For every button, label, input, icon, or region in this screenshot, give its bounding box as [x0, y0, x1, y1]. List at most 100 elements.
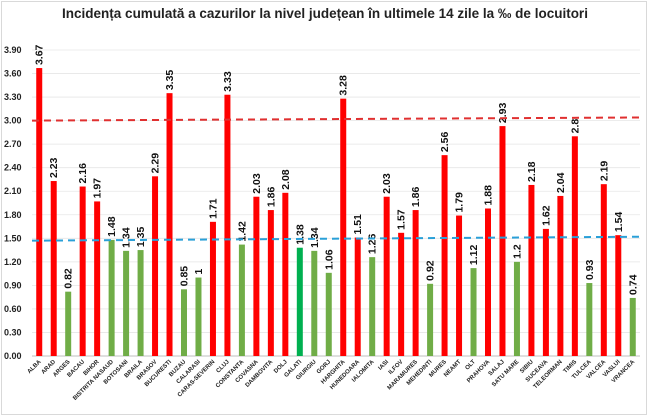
- data-label: 1.79: [454, 192, 466, 213]
- bar-olt: [470, 268, 477, 356]
- bar-galati: [296, 247, 303, 356]
- y-tick-label: 1.50: [4, 233, 22, 243]
- data-label: 1.71: [207, 198, 219, 219]
- data-label: 2.8: [569, 119, 581, 134]
- y-tick-label: 1.20: [4, 257, 22, 267]
- bar-botosani: [123, 250, 130, 356]
- bar-braila: [137, 250, 144, 356]
- y-tick-label: 0.00: [4, 351, 22, 361]
- data-label: 3.67: [34, 44, 46, 65]
- data-label: 1.26: [367, 234, 379, 255]
- bar-constanta: [238, 244, 245, 356]
- bar-tulcea: [586, 283, 593, 356]
- bar-brasov: [152, 176, 159, 356]
- data-label: 1.42: [236, 221, 248, 242]
- data-label: 1.88: [483, 185, 495, 206]
- bar-maramures: [412, 210, 419, 356]
- bar-mehedinti: [427, 283, 434, 356]
- bar-neamt: [456, 215, 463, 356]
- data-label: 2.04: [555, 172, 567, 193]
- bar-cluj: [224, 94, 231, 356]
- y-tick-label: 3.90: [4, 45, 22, 55]
- bar-caras-severin: [209, 221, 216, 356]
- y-tick-label: 2.10: [4, 186, 22, 196]
- bar-bihor: [94, 201, 101, 356]
- bar-teleorman: [557, 195, 564, 356]
- y-tick-label: 3.30: [4, 92, 22, 102]
- data-label: 2.16: [77, 163, 89, 184]
- data-label: 1.62: [540, 205, 552, 226]
- bar-ialomita: [369, 257, 376, 356]
- data-label: 2.29: [150, 153, 162, 174]
- data-label: 2.93: [497, 103, 509, 124]
- y-tick-label: 3.00: [4, 116, 22, 126]
- data-label: 2.18: [526, 161, 538, 182]
- bar-bistrita-nasaud: [108, 239, 115, 356]
- data-label: 1.38: [294, 224, 306, 245]
- data-label: 1.34: [309, 227, 321, 248]
- data-label: 1.51: [352, 214, 364, 235]
- data-label: 3.28: [338, 75, 350, 96]
- data-label: 1.34: [121, 227, 133, 248]
- data-label: 0.93: [584, 259, 596, 280]
- bar-bacau: [79, 186, 86, 356]
- bar-dolj: [282, 192, 289, 356]
- bar-vrancea: [629, 297, 636, 356]
- reference-line: [31, 235, 641, 242]
- bar-arges: [65, 291, 72, 356]
- bar-sibiu: [528, 184, 535, 356]
- data-label: 3.33: [222, 71, 234, 92]
- bar-covasna: [253, 196, 260, 356]
- data-label: 2.23: [48, 157, 60, 178]
- data-label: 3.35: [164, 70, 176, 91]
- bar-ilfov: [398, 232, 405, 356]
- bar-hunedoara: [354, 237, 361, 356]
- data-label: 2.03: [251, 173, 263, 194]
- bar-vaslui: [615, 235, 622, 356]
- data-label: 2.03: [381, 173, 393, 194]
- data-label: 1.12: [468, 245, 480, 266]
- data-label: 1.86: [265, 186, 277, 207]
- data-label: 1.06: [323, 249, 335, 270]
- data-label: 0.82: [63, 268, 75, 289]
- data-label: 2.56: [439, 132, 451, 153]
- data-label: 1.57: [396, 209, 408, 230]
- data-label: 1.48: [106, 216, 118, 237]
- chart-title: Incidența cumulată a cazurilor la nivel …: [62, 6, 588, 21]
- y-tick-label: 3.60: [4, 69, 22, 79]
- y-tick-label: 0.90: [4, 280, 22, 290]
- data-label: 1: [193, 269, 205, 275]
- bar-giurgiu: [311, 250, 318, 356]
- bar-suceava: [542, 228, 549, 356]
- bar-bucuresti: [166, 93, 173, 357]
- bar-dambovita: [267, 210, 274, 356]
- bar-mures: [441, 155, 448, 356]
- data-label: 1.86: [410, 186, 422, 207]
- y-tick-label: 1.80: [4, 210, 22, 220]
- bar-satu-mare: [513, 261, 520, 356]
- data-label: 1.97: [92, 178, 104, 199]
- bar-prahova: [485, 208, 491, 356]
- y-tick-label: 2.40: [4, 163, 22, 173]
- bar-salaj: [499, 126, 506, 356]
- bar-calarasi: [195, 277, 202, 356]
- data-label: 1.54: [613, 212, 625, 233]
- bar-buzau: [181, 289, 187, 356]
- data-label: 0.85: [179, 266, 191, 287]
- x-tick-label: SATU MARE: [491, 359, 520, 388]
- data-label: 0.74: [627, 274, 639, 295]
- data-label: 2.08: [280, 169, 292, 190]
- y-tick-label: 0.30: [4, 327, 22, 337]
- bar-valcea: [600, 184, 607, 356]
- bar-harghita: [340, 98, 347, 357]
- data-label: 1.2: [511, 244, 523, 259]
- bar-gorj: [325, 272, 332, 356]
- data-label: 1.35: [135, 226, 147, 247]
- bar-iasi: [383, 196, 390, 356]
- bar-arad: [50, 181, 57, 356]
- y-tick-label: 2.70: [4, 139, 22, 149]
- bar-alba: [36, 68, 43, 357]
- y-tick-label: 0.60: [4, 304, 22, 314]
- data-label: 2.19: [598, 161, 610, 182]
